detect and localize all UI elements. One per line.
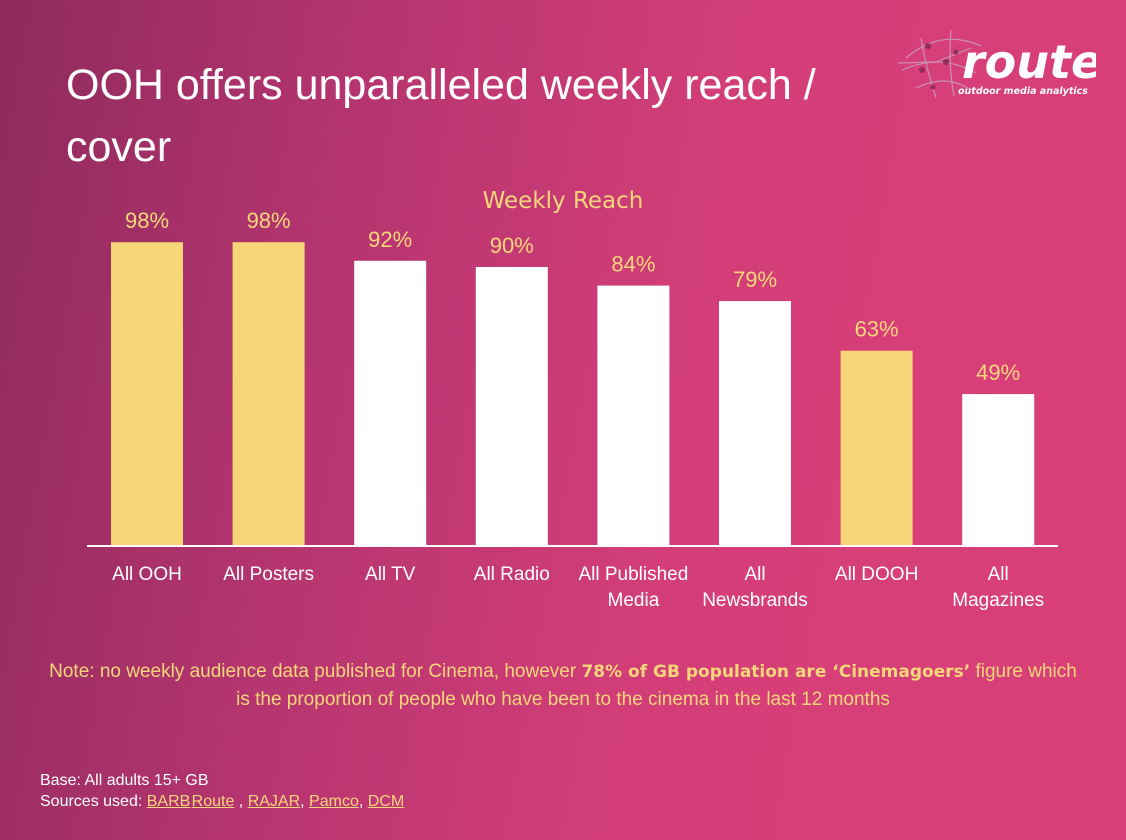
category-label-1: All Posters (223, 564, 314, 585)
bar-0 (111, 242, 183, 546)
bar-1 (232, 242, 305, 546)
route-logo: route outdoor media analytics (897, 29, 1096, 99)
source-link-rajar[interactable]: RAJAR (247, 793, 301, 810)
logo-wordmark: route (962, 35, 1096, 89)
source-link-dcm[interactable]: DCM (367, 793, 405, 810)
category-label-2: All TV (365, 564, 416, 585)
logo-tagline: outdoor media analytics (958, 86, 1088, 97)
data-label-6: 63% (855, 317, 899, 342)
category-label-7: All Magazines (952, 564, 1044, 611)
bar-chart: 98% All OOH 98% All Posters 92% All TV 90% All … (111, 208, 1044, 611)
bar-5 (719, 301, 791, 546)
bar-4 (597, 285, 670, 546)
page-title: OOH offers unparalleled weekly reach / c… (66, 61, 816, 171)
sources-line: Sources used: BARB Route , RAJAR, Pamco,… (40, 793, 405, 810)
source-link-route[interactable]: Route (191, 793, 235, 810)
category-label-5: All Newsbrands (702, 564, 808, 611)
bar-3 (475, 267, 548, 546)
category-label-3: All Radio (474, 564, 550, 585)
note-bold: 78% of GB population are ‘Cinemagoers’ (581, 662, 971, 682)
data-label-3: 90% (490, 233, 534, 258)
note-suffix: figure which is the proportion of people… (236, 661, 1077, 710)
cinema-note: Note: no weekly audience data published … (40, 658, 1086, 713)
category-label-4: All Published Media (578, 564, 688, 611)
data-label-7: 49% (976, 360, 1020, 385)
bar-7 (962, 394, 1035, 546)
sources-label: Sources used: (40, 793, 147, 810)
bar-6 (840, 350, 913, 546)
data-label-5: 79% (733, 267, 777, 292)
data-label-1: 98% (247, 208, 291, 233)
footnote: Base: All adults 15+ GB Sources used: BA… (40, 770, 404, 812)
source-link-pamco[interactable]: Pamco (309, 793, 359, 810)
data-label-2: 92% (368, 227, 412, 252)
bar-2 (354, 260, 427, 546)
category-label-6: All DOOH (835, 564, 918, 585)
data-label-4: 84% (611, 252, 655, 277)
base-text: Base: All adults 15+ GB (40, 772, 209, 789)
globe-icon (897, 29, 982, 99)
chart-title: Weekly Reach (482, 188, 644, 214)
category-label-0: All OOH (112, 564, 182, 585)
note-prefix: Note: no weekly audience data published … (49, 661, 582, 682)
source-link-barb[interactable]: BARB (146, 793, 191, 810)
data-label-0: 98% (125, 208, 169, 233)
